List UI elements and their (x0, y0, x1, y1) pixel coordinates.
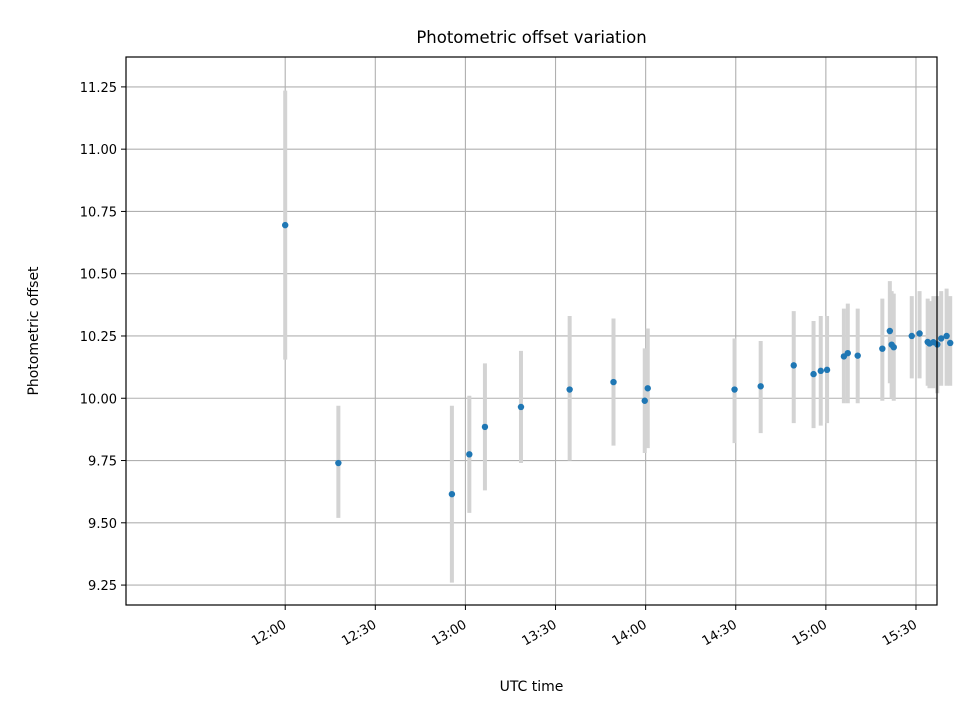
data-point (879, 345, 886, 352)
data-point (916, 330, 923, 337)
y-tick-label: 10.75 (80, 205, 117, 220)
data-point (517, 403, 525, 411)
chart-title: Photometric offset variation (416, 28, 646, 47)
data-point (641, 397, 648, 404)
y-axis-ticks: 9.25 9.50 9.75 10.00 10.25 10.50 10.75 11.00 11.… (80, 81, 126, 594)
y-tick-label: 10.00 (80, 392, 117, 407)
data-point (908, 332, 915, 340)
data-point (810, 370, 817, 378)
data-point (757, 383, 764, 390)
data-point (844, 349, 851, 357)
data-point (823, 366, 831, 374)
data-point (943, 332, 950, 340)
data-point (731, 386, 738, 393)
y-tick-label: 11.00 (80, 143, 117, 158)
data-point (281, 221, 289, 229)
x-axis-label: UTC time (500, 679, 564, 695)
data-point (481, 423, 489, 431)
y-axis-label: Photometric offset (26, 266, 42, 396)
y-tick-label: 10.50 (80, 268, 117, 283)
data-point (938, 335, 945, 342)
data-point (466, 451, 473, 458)
data-points (281, 221, 954, 498)
data-point (448, 490, 456, 498)
data-point (947, 339, 954, 347)
data-point (886, 327, 894, 335)
y-tick-label: 10.25 (80, 330, 117, 345)
data-point (854, 352, 861, 359)
data-point (817, 367, 824, 375)
y-tick-label: 11.25 (80, 81, 117, 96)
grid (126, 57, 937, 605)
y-tick-label: 9.25 (88, 579, 117, 594)
data-point (610, 378, 617, 386)
plot-frame (125, 56, 938, 606)
data-point (335, 459, 342, 467)
y-tick-label: 9.75 (88, 455, 117, 470)
data-point (790, 362, 797, 369)
data-point (890, 343, 897, 351)
y-tick-label: 9.50 (88, 517, 117, 532)
data-point (566, 386, 573, 393)
data-point (644, 385, 651, 392)
